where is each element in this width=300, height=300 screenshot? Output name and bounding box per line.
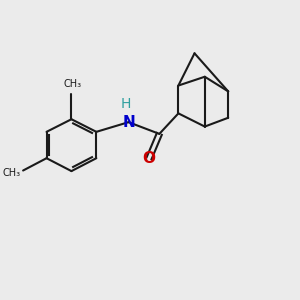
Text: H: H: [121, 97, 131, 111]
Text: CH₃: CH₃: [64, 79, 82, 89]
Text: N: N: [122, 115, 135, 130]
Text: O: O: [142, 151, 156, 166]
Text: CH₃: CH₃: [2, 168, 20, 178]
